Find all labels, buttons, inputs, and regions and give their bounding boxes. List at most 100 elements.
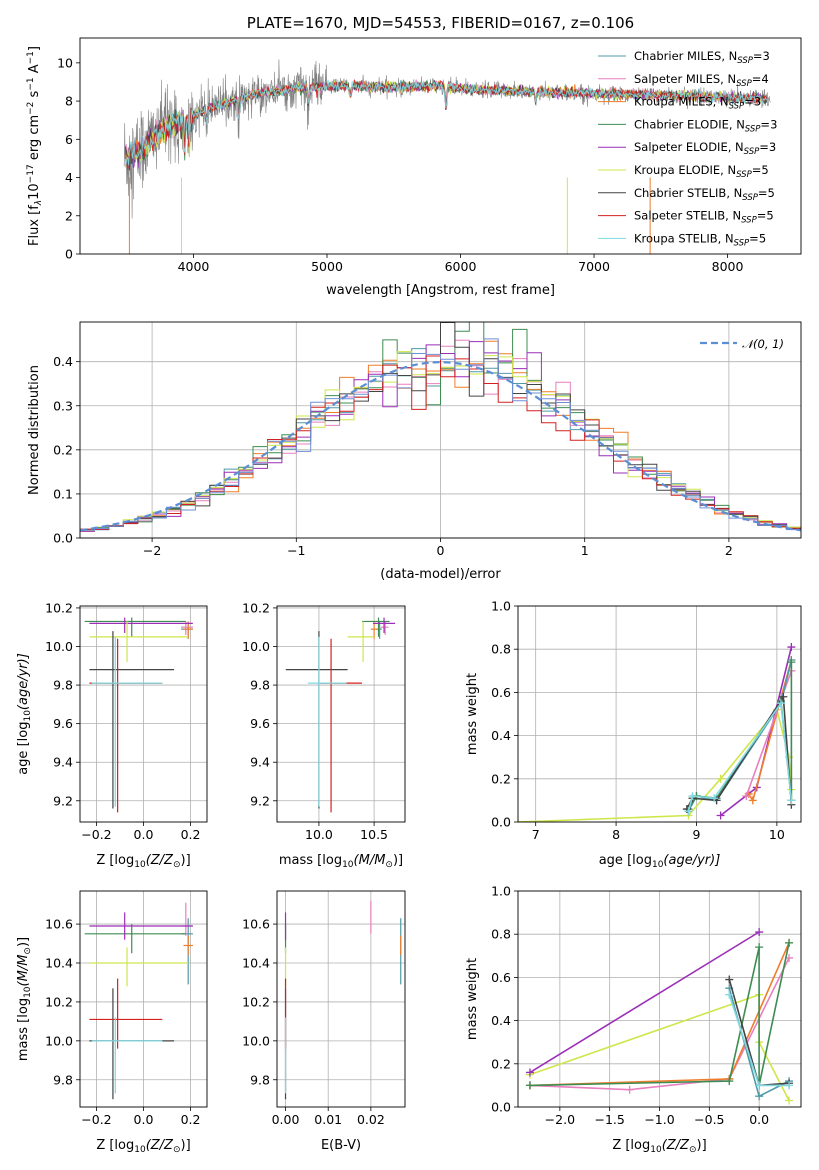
- y-tick-label: 9.4: [53, 755, 73, 770]
- flux-axis-label-part: −2: [26, 102, 36, 115]
- y-tick-label: 1.0: [491, 884, 511, 899]
- errorbar-point: [89, 638, 163, 813]
- x-axis-label-part: 10: [134, 860, 146, 870]
- legend-sep: ,: [725, 209, 732, 223]
- errorbar-point: [181, 918, 193, 985]
- mass-EBV-axes: 0.00 0.01 0.02 9.8 10.0 10.2 10.4 10.6 E(B-V): [242, 890, 406, 1153]
- errorbar-point: [183, 621, 193, 639]
- legend-entry: Salpeter MILES, NSSP=4: [634, 72, 769, 89]
- weight-marker: [785, 938, 794, 947]
- age-Z-plot-area: [84, 617, 193, 813]
- spectrum-axes: 4000 5000 6000 7000 8000 0 2 4 6 8 10 PLATE=1670, M…: [26, 14, 802, 298]
- y-tick-label: 0.6: [491, 685, 511, 700]
- x-axis-label: wavelength [Angstrom, rest frame]: [326, 283, 555, 298]
- legend-sep: ,: [729, 117, 736, 131]
- legend-eq: =: [752, 72, 762, 86]
- legend-nssp: 3: [763, 49, 770, 63]
- errorbar-point: [373, 617, 396, 633]
- y-tick-label: 9.4: [250, 755, 270, 770]
- legend-nssp: 4: [761, 72, 768, 86]
- x-tick-label: 0.0: [134, 827, 154, 842]
- x-tick-label: 7000: [578, 259, 610, 274]
- weight-marker: [755, 1081, 764, 1090]
- y-axis-label: mass weight: [465, 958, 480, 1040]
- x-tick-label: −1.5: [594, 1112, 624, 1127]
- x-axis-label-part: Z [log: [612, 1138, 650, 1153]
- spectrum-plot-area: [123, 59, 771, 254]
- legend-series-name: Kroupa ELODIE: [634, 163, 720, 177]
- y-axis-label-part: 10: [23, 986, 33, 998]
- x-tick-label: 2: [725, 543, 733, 558]
- x-axis-label: age [log10(age/yr)]: [599, 853, 721, 870]
- legend-sep: ,: [721, 49, 728, 63]
- weight-marker: [716, 774, 725, 783]
- weight-marker: [787, 658, 796, 667]
- weight-marker: [525, 1068, 534, 1077]
- axes-frame: [79, 321, 802, 539]
- y-tick-label: 0.1: [53, 486, 73, 501]
- y-axis-label-part: age [log: [16, 722, 31, 775]
- legend-eq: =: [753, 49, 763, 63]
- weight-marker: [755, 943, 764, 952]
- y-tick-label: 0.8: [491, 927, 511, 942]
- legend-series-name: Salpeter MILES: [634, 72, 720, 86]
- x-axis-label: Z [log10(Z/Z⊙)]: [96, 1138, 190, 1155]
- flux-axis-label-part: −17: [26, 164, 36, 183]
- legend-nssp: 5: [761, 163, 768, 177]
- legend-nssp: 5: [759, 231, 766, 245]
- errorbar-point: [89, 631, 175, 809]
- y-tick-label: 0.2: [53, 442, 73, 457]
- y-tick-label: 0.4: [491, 1013, 511, 1028]
- y-tick-label: 10.4: [45, 956, 73, 971]
- x-tick-label: −0.5: [694, 1112, 724, 1127]
- weight-marker: [525, 1081, 534, 1090]
- residual-histogram-chabrier-stelib: [80, 322, 801, 531]
- weight-line-salpeter-elodie: [529, 931, 760, 1074]
- legend-eq: =: [760, 117, 770, 131]
- x-tick-label: −1: [287, 543, 305, 558]
- errorbar-point: [89, 947, 189, 987]
- x-axis-label-part: ⊙: [173, 1145, 181, 1155]
- x-tick-label: −2.0: [545, 1112, 575, 1127]
- axes-frame: [79, 37, 802, 255]
- legend-sep: ,: [720, 163, 727, 177]
- y-tick-label: 0.0: [491, 1100, 511, 1115]
- y-tick-label: 9.2: [53, 793, 73, 808]
- x-axis-label: (data-model)/error: [380, 567, 501, 582]
- flux-axis-label-part: Flux [f: [27, 205, 42, 246]
- legend-series-name: Chabrier STELIB: [634, 186, 726, 200]
- y-tick-label: 0.0: [53, 531, 73, 546]
- y-tick-label: 4: [65, 170, 73, 185]
- legend-prefix: N: [734, 186, 743, 200]
- y-axis-label-part: (age/yr)]: [16, 653, 31, 710]
- y-tick-label: 10.6: [242, 917, 270, 932]
- weight-line-kroupa-stelib: [687, 701, 793, 812]
- flux-axis-label-part: −1: [26, 51, 36, 64]
- y-axis-label: age [log10(age/yr)]: [16, 653, 33, 775]
- legend-nssp: 5: [768, 186, 775, 200]
- y-tick-label: 0.8: [491, 642, 511, 657]
- flux-axis-label-part: ]: [27, 46, 42, 51]
- y-tick-label: 9.6: [250, 716, 270, 731]
- weight-marker: [725, 990, 734, 999]
- x-tick-label: 0.2: [181, 827, 201, 842]
- weight-marker: [776, 699, 785, 708]
- y-tick-label: 0.4: [53, 354, 73, 369]
- x-tick-label: 0.00: [272, 1112, 300, 1127]
- weight-marker: [787, 796, 796, 805]
- legend-prefix: N: [727, 163, 736, 177]
- mass-Z-axes: −0.2 0.0 0.29.810.010.210.410.6Z [log10(Z/…: [16, 890, 208, 1155]
- weight-marker: [787, 643, 796, 652]
- mass-Z-plot-area: [84, 902, 193, 1100]
- y-tick-label: 10.0: [45, 1033, 73, 1048]
- x-tick-label: 0.0: [749, 1112, 769, 1127]
- y-tick-label: 0.0: [491, 815, 511, 830]
- legend-sub: SSP: [745, 124, 761, 134]
- weight-marker: [725, 1077, 734, 1086]
- legend-entry: Salpeter ELODIE, NSSP=3: [634, 140, 776, 157]
- errorbar-point: [84, 924, 186, 954]
- legend-prefix: N: [735, 140, 744, 154]
- y-tick-label: 0.2: [491, 771, 511, 786]
- legend-prefix: N: [727, 72, 736, 86]
